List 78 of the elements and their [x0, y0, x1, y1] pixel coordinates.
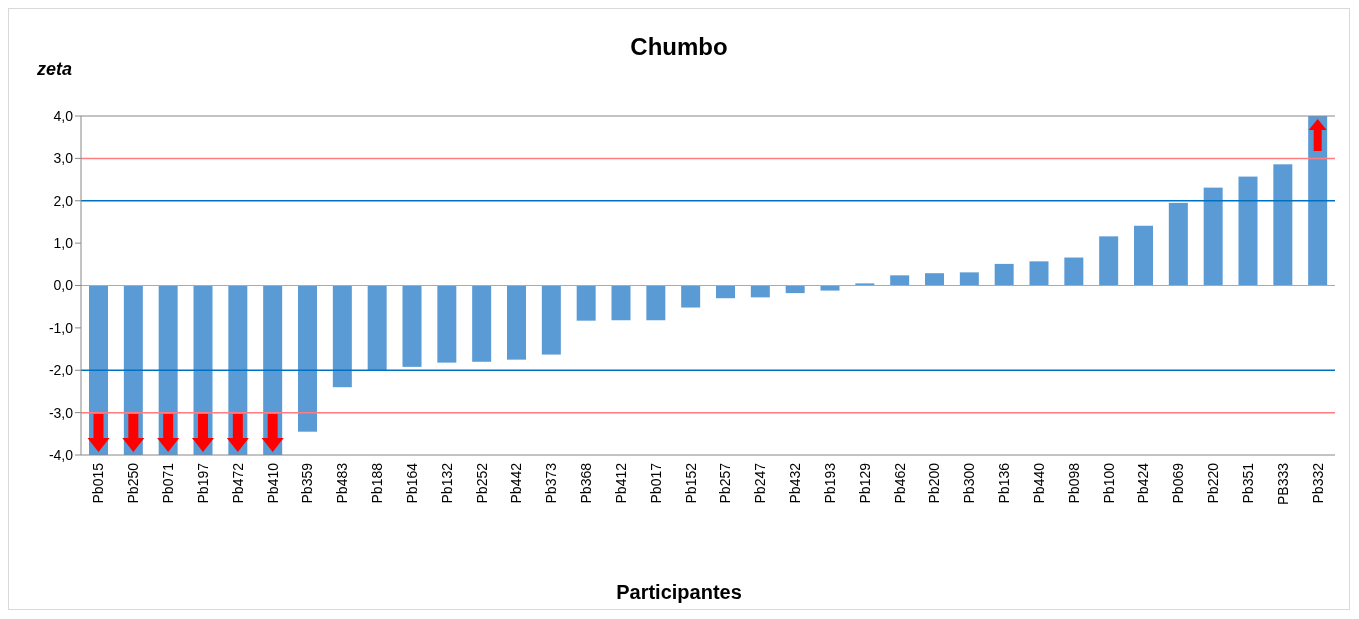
x-tick-label: Pb412 [612, 462, 629, 504]
bar [750, 285, 770, 298]
y-tick-label: 1,0 [53, 235, 74, 252]
y-tick-label: 2,0 [53, 192, 74, 209]
x-tick-label: Pb373 [543, 462, 560, 504]
bar [1308, 116, 1328, 286]
bar [1238, 176, 1258, 286]
x-tick-label: Pb071 [160, 462, 177, 504]
bar [1273, 164, 1293, 286]
bar [820, 285, 840, 291]
x-tick-label: Pb300 [961, 462, 978, 504]
bar [890, 275, 910, 286]
x-tick-label: Pb197 [194, 462, 211, 504]
y-tick-label: 4,0 [53, 107, 74, 124]
x-tick-label: Pb017 [647, 462, 664, 504]
y-tick-label: -4,0 [48, 446, 74, 463]
bar [681, 285, 701, 308]
x-tick-label: Pb098 [1065, 462, 1082, 504]
bar [959, 272, 979, 286]
bar [925, 273, 944, 286]
y-tick-label: -2,0 [48, 362, 74, 379]
bar [855, 283, 875, 286]
x-tick-label: Pb247 [752, 462, 769, 504]
x-tick-label: Pb193 [821, 462, 838, 504]
bar [576, 285, 596, 321]
bar [1029, 261, 1049, 286]
bar [1099, 236, 1119, 286]
x-tick-label: Pb129 [856, 462, 873, 504]
x-tick-label: Pb164 [403, 462, 420, 504]
x-tick-label: Pb069 [1170, 462, 1187, 504]
x-tick-label: Pb332 [1309, 462, 1326, 504]
x-tick-label: Pb200 [926, 462, 943, 504]
x-tick-label: Pb359 [299, 462, 316, 504]
x-tick-label: Pb368 [578, 462, 595, 504]
bar [646, 285, 666, 321]
y-tick-label: -1,0 [48, 319, 74, 336]
x-tick-label: Pb483 [334, 462, 351, 504]
x-tick-label: Pb015 [90, 462, 107, 504]
x-tick-label: Pb462 [891, 462, 908, 504]
x-tick-label: PB333 [1274, 462, 1291, 506]
bar [716, 285, 735, 299]
x-tick-label: Pb472 [229, 462, 246, 504]
y-tick-label: 0,0 [53, 277, 74, 294]
x-tick-label: Pb152 [682, 462, 699, 504]
x-tick-label: Pb410 [264, 462, 281, 504]
x-tick-label: Pb432 [787, 462, 804, 504]
x-axis-title: Participantes [615, 581, 743, 604]
y-tick-label: 3,0 [53, 150, 74, 167]
y-tick-label: -3,0 [48, 404, 74, 421]
bar [1134, 225, 1153, 286]
x-tick-label: Pb100 [1100, 462, 1117, 504]
bar [298, 285, 317, 432]
x-tick-label: Pb424 [1135, 462, 1152, 504]
x-tick-label: Pb252 [473, 462, 490, 504]
bar [541, 285, 561, 355]
bar [472, 285, 492, 362]
x-tick-label: Pb136 [996, 462, 1013, 504]
bar [611, 285, 631, 321]
x-tick-label: Pb220 [1205, 462, 1222, 504]
chart-title: Chumbo [630, 33, 728, 60]
x-tick-label: Pb250 [125, 462, 142, 504]
bar [402, 285, 422, 367]
bar [785, 285, 805, 294]
y-axis-title: zeta [37, 59, 73, 80]
x-tick-label: Pb442 [508, 462, 525, 504]
x-tick-label: Pb188 [369, 462, 386, 504]
bar [1203, 187, 1223, 286]
bar [1168, 202, 1188, 286]
bar [507, 285, 526, 360]
bar [332, 285, 352, 388]
x-tick-label: Pb257 [717, 462, 734, 504]
x-tick-label: Pb351 [1239, 462, 1256, 504]
bar [1064, 257, 1084, 286]
x-tick-label: Pb440 [1030, 462, 1047, 504]
bar [437, 285, 457, 363]
x-tick-label: Pb132 [438, 462, 455, 504]
bar [367, 285, 387, 371]
bar [994, 263, 1014, 286]
